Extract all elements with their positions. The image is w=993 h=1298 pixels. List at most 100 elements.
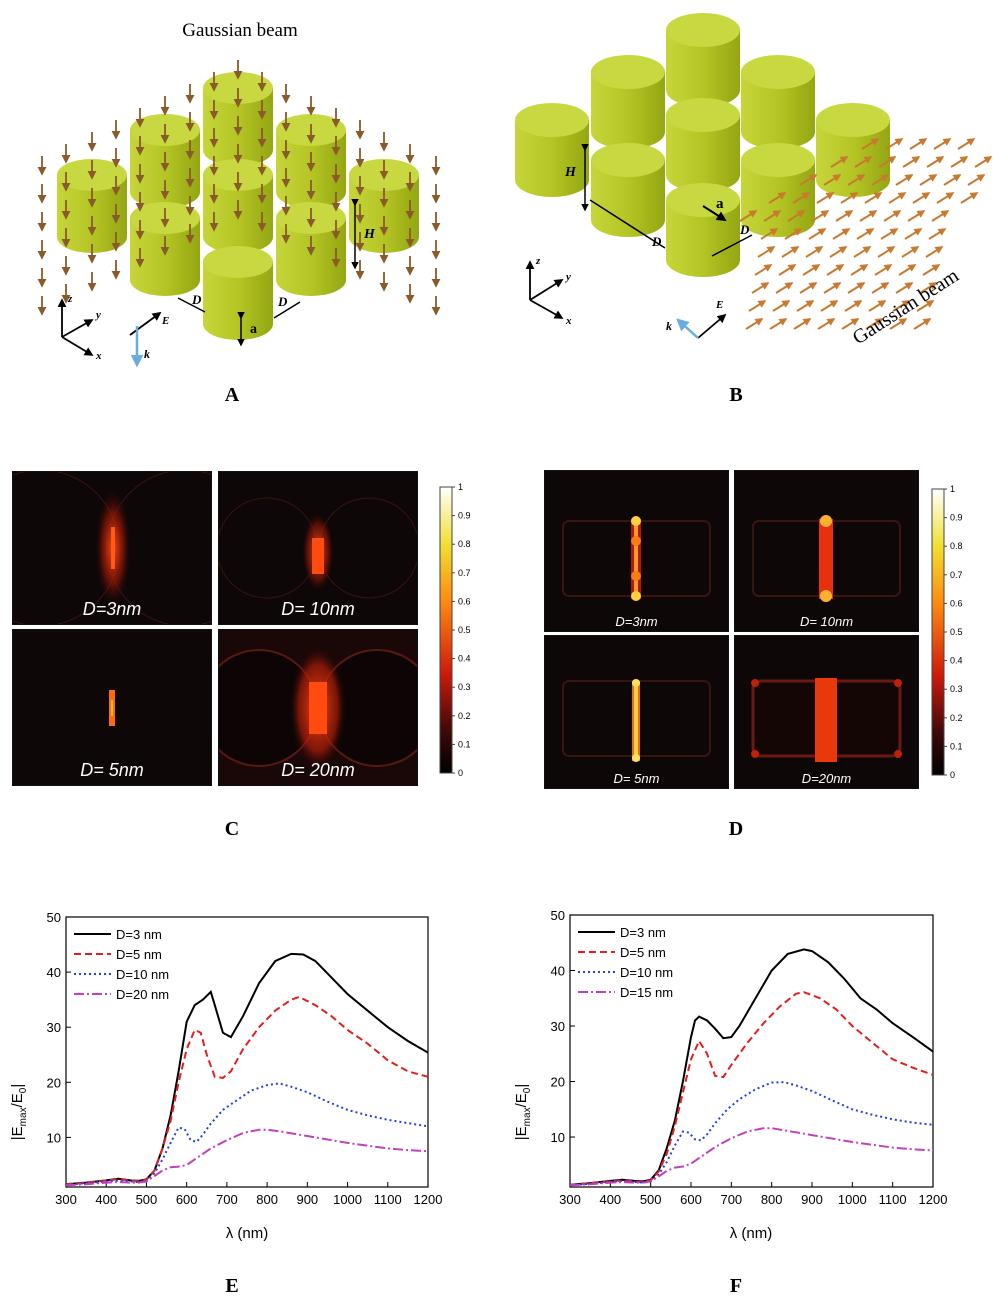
beam-arrow: [974, 156, 993, 168]
beam-arrow: [936, 192, 955, 204]
label-x: x: [565, 315, 572, 327]
colorbar-tick-label: 0.4: [950, 656, 963, 666]
panel-c: D=3nm D= 10nm D= 5nm: [0, 465, 490, 850]
beam-arrow: [925, 246, 944, 258]
panel-letter: F: [716, 1275, 756, 1298]
beam-arrow: [904, 228, 923, 240]
colorbar-tick-label: 0.1: [458, 739, 471, 749]
beam-arrow: [854, 156, 873, 168]
panel-letter-text: E: [225, 1275, 239, 1297]
colorbar-tick-label: 0: [950, 770, 955, 780]
x-tick-label: 500: [640, 1192, 662, 1207]
beam-arrow: [805, 246, 824, 258]
label-e: E: [715, 299, 723, 311]
colorbar-tick-label: 0.6: [458, 596, 471, 606]
label-d: D: [191, 292, 202, 307]
panel-letter: C: [224, 818, 240, 840]
chart-e: 300 400 500 600 700 800 900 1000 1100 1200 10 20 30 4…: [9, 910, 443, 1242]
beam-arrow: [748, 300, 767, 312]
label-y: y: [564, 271, 571, 283]
label-k: k: [666, 319, 672, 333]
x-tick-label: 900: [296, 1192, 318, 1207]
beam-arrow: [960, 192, 979, 204]
beam-arrow: [919, 282, 938, 294]
label-h: H: [564, 165, 577, 180]
field-map: D= 10nm: [218, 471, 418, 625]
beam-arrow: [950, 156, 969, 168]
k-vector-arrow: [676, 318, 699, 339]
x-tick-label: 800: [761, 1192, 783, 1207]
colorbar-tick-label: 0.3: [458, 682, 471, 692]
series-line: [65, 1082, 429, 1186]
beam-arrow: [781, 246, 800, 258]
beam-arrow: [826, 264, 845, 276]
beam-arrow: [823, 282, 842, 294]
beam-arrow: [784, 228, 803, 240]
beam-arrow: [895, 282, 914, 294]
map-label: D= 10nm: [799, 614, 854, 629]
beam-arrow: [898, 264, 917, 276]
map-label: D= 10nm: [281, 599, 355, 619]
beam-arrow: [840, 192, 859, 204]
nanorod-cylinder: [666, 183, 740, 277]
nanorod-cylinder: [591, 55, 665, 149]
legend-entry: D=5 nm: [116, 947, 162, 962]
colorbar-tick-label: 0.3: [950, 684, 963, 694]
nanorod-cylinder: [741, 55, 815, 149]
beam-arrow: [859, 210, 878, 222]
nanorod-cylinder: [741, 143, 815, 237]
colorbar: 1 0.9 0.8 0.7 0.6 0.5 0.4 0.3 0.2 0.1 0: [931, 484, 963, 780]
colorbar-tick-label: 0.2: [950, 713, 963, 723]
colorbar-tick-label: 0.2: [458, 711, 471, 721]
beam-arrow: [829, 246, 848, 258]
beam-arrow: [775, 282, 794, 294]
map-label: D= 5nm: [613, 771, 660, 786]
beam-arrow: [751, 282, 770, 294]
beam-arrow: [868, 300, 887, 312]
beam-arrow: [739, 210, 758, 222]
beam-arrow: [871, 174, 890, 186]
x-tick-label: 1200: [414, 1192, 443, 1207]
colorbar-tick-label: 0.5: [458, 625, 471, 635]
beam-arrow: [913, 318, 932, 330]
nanorod-cylinder: [515, 103, 589, 197]
x-tick-label: 800: [256, 1192, 278, 1207]
beam-arrow: [830, 156, 849, 168]
x-tick-label: 500: [136, 1192, 158, 1207]
label-k: k: [144, 347, 150, 361]
x-tick-label: 700: [720, 1192, 742, 1207]
y-tick-label: 20: [47, 1075, 61, 1090]
beam-arrow: [919, 174, 938, 186]
beam-arrow: [883, 210, 902, 222]
gap-line: [273, 301, 301, 319]
series-line: [65, 995, 429, 1186]
beam-arrow: [865, 318, 884, 330]
panel-letter: B: [729, 384, 743, 406]
beam-arrow: [816, 192, 835, 204]
x-tick-label: 400: [95, 1192, 117, 1207]
beam-arrow: [878, 156, 897, 168]
axes-icon: [525, 260, 564, 319]
beam-arrow: [933, 138, 952, 150]
beam-arrow: [787, 210, 806, 222]
beam-arrow: [841, 318, 860, 330]
beam-arrow: [874, 264, 893, 276]
x-tick-label: 400: [599, 1192, 621, 1207]
field-map: D= 20nm: [218, 629, 418, 786]
beam-arrow: [745, 318, 764, 330]
colorbar-tick-label: 0.8: [458, 539, 471, 549]
beam-arrow: [850, 264, 869, 276]
beam-arrow: [916, 300, 935, 312]
series-line: [569, 991, 934, 1186]
x-tick-label: 600: [176, 1192, 198, 1207]
beam-arrow: [817, 318, 836, 330]
beam-arrow: [888, 192, 907, 204]
field-map: D=3nm: [544, 470, 729, 632]
beam-arrow: [820, 300, 839, 312]
nanorod-cylinder: [666, 98, 740, 192]
beam-arrow: [835, 210, 854, 222]
beam-arrow: [895, 174, 914, 186]
legend-entry: D=10 nm: [620, 965, 673, 980]
beam-arrow: [799, 174, 818, 186]
legend-entry: D=5 nm: [620, 945, 666, 960]
